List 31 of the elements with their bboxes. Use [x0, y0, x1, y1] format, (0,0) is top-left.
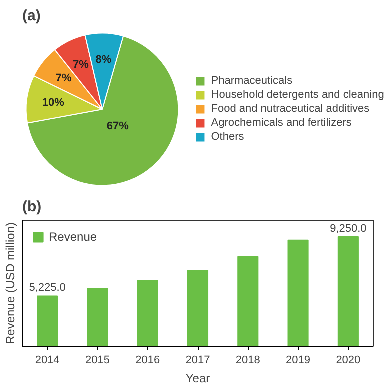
legend-label: Household detergents and cleaning	[211, 89, 384, 101]
x-tick-label: 2020	[336, 354, 361, 366]
bar	[288, 240, 309, 346]
legend-label: Agrochemicals and fertilizers	[211, 117, 352, 129]
chart-title: (b)	[22, 198, 42, 216]
data-label: 67%	[106, 120, 130, 132]
x-tick-label: 2018	[236, 354, 260, 366]
bar	[338, 236, 359, 346]
text: 9,250.0	[330, 222, 367, 235]
chart-title: (a)	[22, 8, 41, 24]
bar	[137, 280, 158, 346]
legend-label: Revenue	[49, 230, 98, 244]
x-tick-label: 2016	[136, 354, 160, 366]
legend-label: Food and nutraceutical additives	[211, 103, 370, 115]
bar	[238, 256, 259, 346]
x-axis-title: Year	[186, 372, 210, 386]
data-label: 8%	[96, 54, 112, 66]
y-axis-title: Revenue (USD million)	[4, 222, 18, 345]
bar	[87, 288, 108, 346]
legend-label: Pharmaceuticals	[211, 75, 293, 87]
bar	[37, 296, 58, 346]
text: 5,225.0	[29, 282, 66, 294]
legend-label: Others	[211, 131, 244, 143]
data-label: 7%	[56, 72, 72, 85]
data-label: 10%	[42, 96, 65, 109]
x-tick-label: 2019	[286, 354, 311, 366]
x-tick-label: 2017	[186, 354, 210, 366]
data-label: 7%	[72, 58, 90, 71]
x-tick-label: 2015	[85, 354, 110, 366]
x-tick-label: 2014	[35, 354, 60, 366]
bar	[187, 270, 209, 346]
